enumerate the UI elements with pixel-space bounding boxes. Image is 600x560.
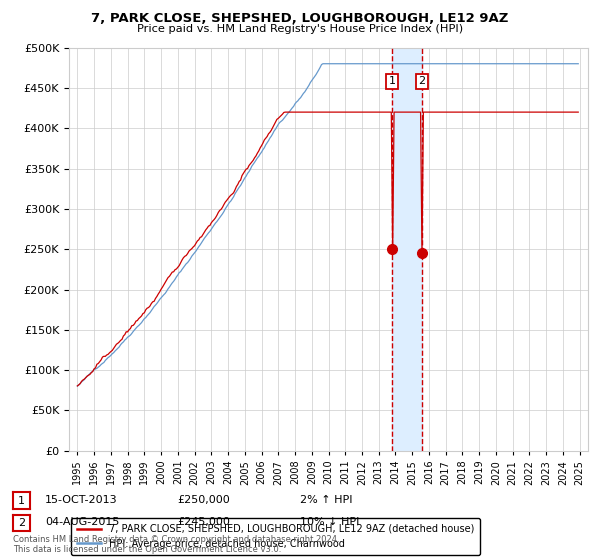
Text: 2: 2 bbox=[418, 77, 425, 86]
Text: Contains HM Land Registry data © Crown copyright and database right 2024.
This d: Contains HM Land Registry data © Crown c… bbox=[13, 535, 340, 554]
Text: 2% ↑ HPI: 2% ↑ HPI bbox=[300, 494, 353, 505]
Text: 2: 2 bbox=[18, 518, 25, 528]
Text: £250,000: £250,000 bbox=[177, 494, 230, 505]
Legend: 7, PARK CLOSE, SHEPSHED, LOUGHBOROUGH, LE12 9AZ (detached house), HPI: Average p: 7, PARK CLOSE, SHEPSHED, LOUGHBOROUGH, L… bbox=[71, 518, 481, 555]
Text: 10% ↓ HPI: 10% ↓ HPI bbox=[300, 517, 359, 527]
Bar bbox=[392, 48, 422, 451]
Text: 15-OCT-2013: 15-OCT-2013 bbox=[45, 494, 118, 505]
Text: 1: 1 bbox=[388, 77, 395, 86]
Text: Price paid vs. HM Land Registry's House Price Index (HPI): Price paid vs. HM Land Registry's House … bbox=[137, 24, 463, 34]
Text: 04-AUG-2015: 04-AUG-2015 bbox=[45, 517, 119, 527]
Text: 7, PARK CLOSE, SHEPSHED, LOUGHBOROUGH, LE12 9AZ: 7, PARK CLOSE, SHEPSHED, LOUGHBOROUGH, L… bbox=[91, 12, 509, 25]
Text: 1: 1 bbox=[18, 496, 25, 506]
Text: £245,000: £245,000 bbox=[177, 517, 230, 527]
